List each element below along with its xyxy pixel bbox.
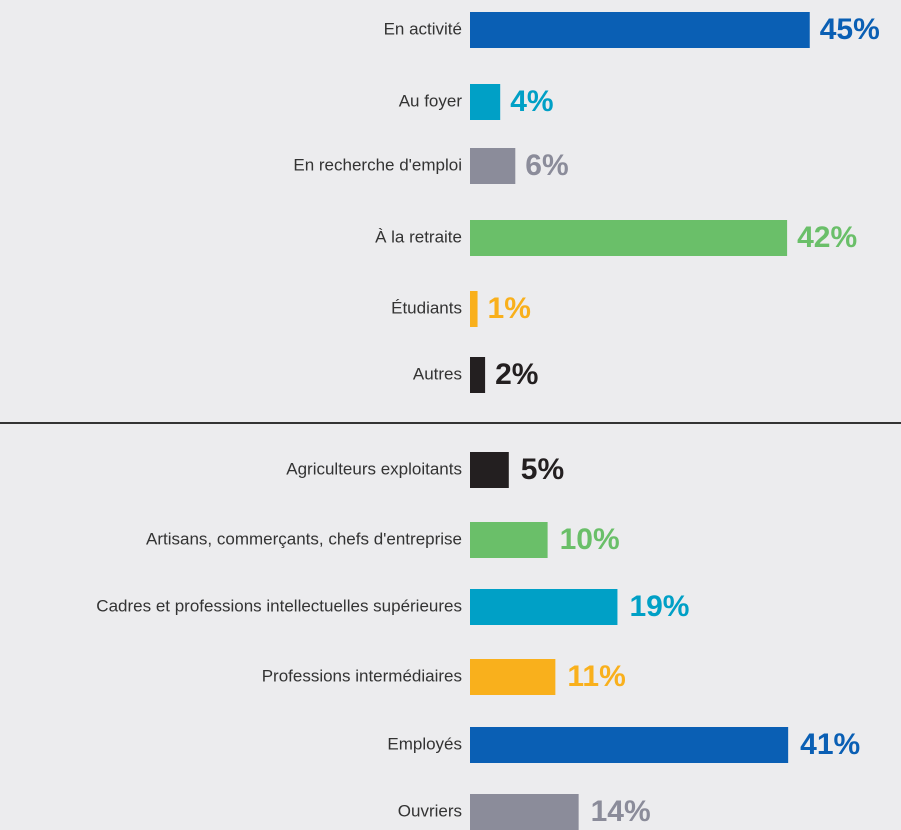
bar [470, 659, 556, 695]
category-label: Employés [387, 734, 462, 753]
bar [470, 589, 618, 625]
bar [470, 794, 579, 830]
category-label: Au foyer [399, 91, 463, 110]
value-label: 5% [521, 453, 564, 486]
bar [470, 727, 789, 763]
bar [470, 357, 486, 393]
category-label: Agriculteurs exploitants [286, 459, 462, 478]
bar [470, 522, 548, 558]
bar [470, 84, 501, 120]
category-label: Autres [413, 364, 462, 383]
category-label: Artisans, commerçants, chefs d'entrepris… [146, 529, 462, 548]
bar [470, 12, 810, 48]
value-label: 11% [567, 660, 625, 693]
value-label: 10% [560, 523, 620, 556]
value-label: 1% [488, 292, 531, 325]
value-label: 41% [800, 728, 860, 761]
value-label: 6% [525, 149, 568, 182]
category-label: Étudiants [391, 298, 462, 317]
value-label: 42% [797, 221, 857, 254]
category-label: Cadres et professions intellectuelles su… [96, 596, 462, 615]
bar [470, 220, 788, 256]
category-label: Ouvriers [398, 801, 462, 820]
value-label: 4% [510, 85, 553, 118]
category-label: Professions intermédiaires [262, 666, 462, 685]
category-label: En recherche d'emploi [293, 155, 462, 174]
category-label: En activité [384, 19, 462, 38]
value-label: 2% [495, 358, 538, 391]
category-label: À la retraite [375, 227, 462, 246]
value-label: 45% [820, 13, 880, 46]
bar [470, 148, 516, 184]
value-label: 14% [591, 795, 651, 828]
bar [470, 291, 478, 327]
bar [470, 452, 509, 488]
value-label: 19% [629, 590, 689, 623]
